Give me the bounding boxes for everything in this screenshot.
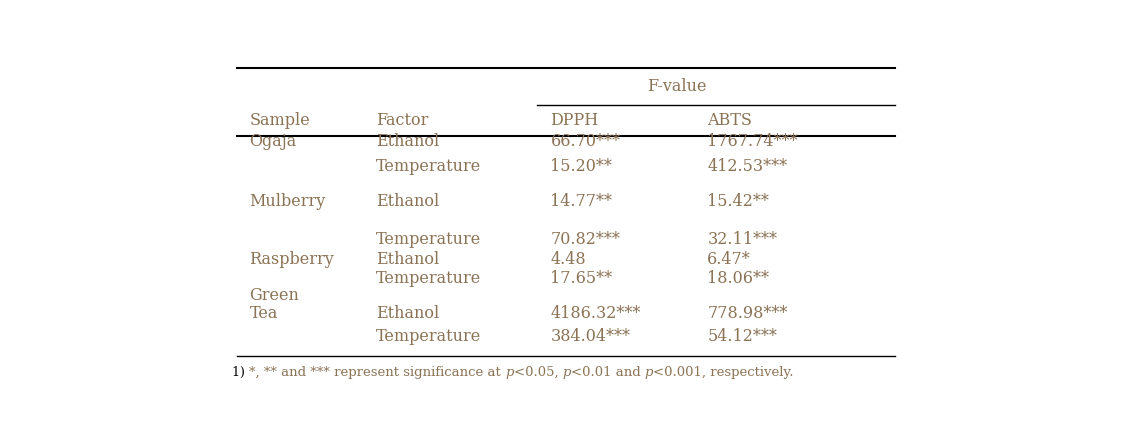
Text: 14.77**: 14.77** [550, 193, 612, 210]
Text: 66.70***: 66.70*** [550, 133, 620, 150]
Text: F-value: F-value [647, 78, 706, 95]
Text: ABTS: ABTS [708, 112, 753, 129]
Text: DPPH: DPPH [550, 112, 598, 129]
Text: 1): 1) [232, 366, 249, 379]
Text: 778.98***: 778.98*** [708, 304, 788, 322]
Text: 32.11***: 32.11*** [708, 231, 777, 249]
Text: Ethanol: Ethanol [376, 133, 439, 150]
Text: Factor: Factor [376, 112, 429, 129]
Text: p: p [645, 366, 654, 379]
Text: Sample: Sample [250, 112, 310, 129]
Text: p: p [562, 366, 570, 379]
Text: Mulberry: Mulberry [250, 193, 326, 210]
Text: Ethanol: Ethanol [376, 193, 439, 210]
Text: *, ** and *** represent significance at: *, ** and *** represent significance at [249, 366, 505, 379]
Text: 18.06**: 18.06** [708, 270, 770, 287]
Text: Temperature: Temperature [376, 328, 482, 345]
Text: 15.42**: 15.42** [708, 193, 770, 210]
Text: Temperature: Temperature [376, 158, 482, 175]
Text: Ethanol: Ethanol [376, 304, 439, 322]
Text: Ethanol: Ethanol [376, 251, 439, 268]
Text: 4.48: 4.48 [550, 251, 586, 268]
Text: Temperature: Temperature [376, 231, 482, 249]
Text: Raspberry: Raspberry [250, 251, 334, 268]
Text: 1767.74***: 1767.74*** [708, 133, 798, 150]
Text: Ogaja: Ogaja [250, 133, 297, 150]
Text: 412.53***: 412.53*** [708, 158, 788, 175]
Text: 54.12***: 54.12*** [708, 328, 777, 345]
Text: 15.20**: 15.20** [550, 158, 612, 175]
Text: Green: Green [250, 287, 299, 304]
Text: 17.65**: 17.65** [550, 270, 612, 287]
Text: <0.05,: <0.05, [513, 366, 562, 379]
Text: Temperature: Temperature [376, 270, 482, 287]
Text: 6.47*: 6.47* [708, 251, 752, 268]
Text: Tea: Tea [250, 304, 278, 322]
Text: 4186.32***: 4186.32*** [550, 304, 641, 322]
Text: 384.04***: 384.04*** [550, 328, 630, 345]
Text: p: p [505, 366, 513, 379]
Text: 70.82***: 70.82*** [550, 231, 620, 249]
Text: <0.01 and: <0.01 and [570, 366, 645, 379]
Text: <0.001, respectively.: <0.001, respectively. [654, 366, 794, 379]
